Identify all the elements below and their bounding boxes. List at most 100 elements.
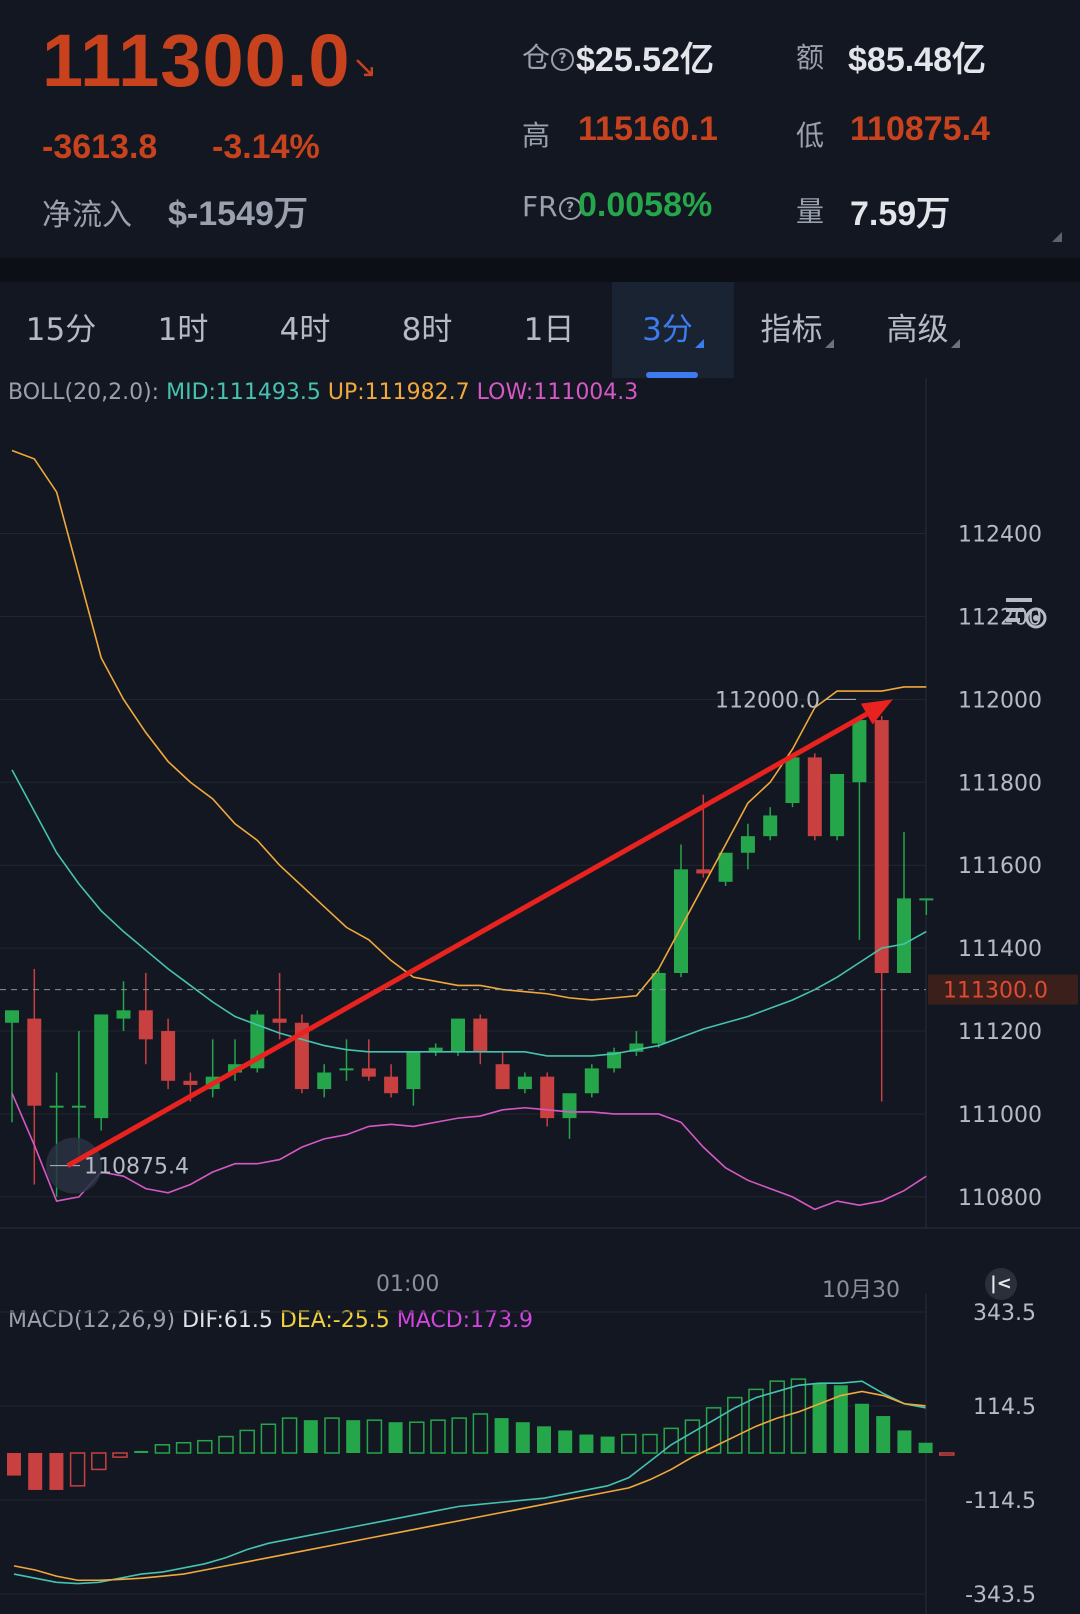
macd-axis-label: 114.5	[973, 1395, 1036, 1420]
macd-histogram-bar	[769, 1380, 785, 1454]
ticker-header: 111300.0 ↘ -3613.8 -3.14% 净流入 $-1549万 仓?…	[0, 0, 1080, 258]
macd-histogram-bar	[833, 1385, 848, 1453]
expand-corner-icon[interactable]	[1052, 232, 1062, 242]
macd-histogram-bar	[579, 1434, 594, 1453]
candle-body	[94, 1014, 109, 1119]
net-inflow-value: $-1549万	[168, 195, 308, 233]
candlestick-chart[interactable]: 112400 112200 112000 111800 111600 111400 1112…	[0, 378, 1080, 1268]
candle-body	[718, 852, 733, 882]
candle-body	[27, 1018, 42, 1106]
macd-histogram-bar	[346, 1420, 361, 1453]
price-down-arrow-icon: ↘	[352, 50, 378, 85]
open-interest-value: $25.52亿	[576, 41, 714, 79]
boll-up-line	[11, 449, 927, 1001]
tab-4h[interactable]: 4时	[279, 312, 331, 348]
macd-histogram-bar	[515, 1422, 530, 1453]
help-icon[interactable]: ?	[551, 48, 575, 71]
macd-histogram-bar	[197, 1439, 213, 1454]
dropdown-triangle-icon	[950, 339, 960, 348]
candle-body	[897, 898, 911, 973]
candle-body	[428, 1047, 443, 1052]
low-marker-label: 110875.4	[84, 1155, 189, 1180]
candle-body	[874, 720, 889, 973]
candle-body	[361, 1068, 376, 1077]
macd-histogram-bar	[705, 1407, 722, 1454]
tab-3m[interactable]: 3分	[612, 282, 734, 378]
macd-histogram-bar	[91, 1452, 107, 1471]
macd-histogram-bar	[69, 1452, 86, 1487]
macd-histogram-bar	[7, 1453, 21, 1476]
price-axis-label: 112400	[958, 522, 1042, 547]
macd-axis-label: -114.5	[965, 1489, 1036, 1514]
candle-body	[852, 720, 867, 783]
macd-axis-label: 343.5	[973, 1301, 1036, 1326]
macd-histogram-bar	[303, 1420, 318, 1453]
candle-body	[696, 869, 711, 874]
macd-histogram-bar	[49, 1453, 64, 1490]
tab-1h[interactable]: 1时	[157, 312, 209, 348]
macd-dif-line	[13, 1380, 926, 1585]
low-value: 110875.4	[850, 110, 990, 148]
active-tab-indicator	[646, 372, 698, 378]
funding-rate-label[interactable]: FR?	[522, 190, 582, 223]
funding-rate-value: 0.0058%	[578, 186, 713, 224]
chart-settings-icon[interactable]	[1004, 590, 1052, 638]
turnover-value: $85.48亿	[848, 41, 986, 79]
price-axis-label: 111800	[958, 771, 1042, 796]
macd-histogram-bar	[388, 1422, 403, 1453]
macd-histogram-bar	[918, 1442, 933, 1453]
open-interest-label[interactable]: 仓?	[522, 36, 575, 76]
macd-histogram-bar	[154, 1444, 171, 1454]
candle-body	[495, 1064, 510, 1090]
low-label: 低	[796, 119, 825, 152]
macd-histogram-bar	[855, 1403, 869, 1453]
macd-histogram-bar	[537, 1426, 551, 1453]
boll-mid-line	[11, 769, 927, 1057]
candle-body	[607, 1051, 622, 1069]
macd-histogram-bar	[748, 1388, 764, 1454]
candle-body	[763, 815, 778, 837]
tab-indicators[interactable]: 指标	[734, 282, 860, 378]
candle-body	[562, 1093, 577, 1119]
macd-histogram-bar	[558, 1430, 573, 1453]
macd-chart[interactable]: 343.5 114.5 -114.5 -343.5	[0, 1294, 1080, 1614]
boll-legend[interactable]: BOLL(20,2.0): MID:111493.5 UP:111982.7 L…	[8, 380, 638, 405]
macd-histogram-bar	[281, 1417, 298, 1454]
candle-body	[116, 1010, 131, 1019]
price-axis-label: 112200	[958, 605, 1042, 630]
price-axis-label: 111600	[958, 854, 1042, 879]
scroll-to-latest-button[interactable]: |<	[985, 1268, 1017, 1300]
macd-histogram-bar	[939, 1452, 955, 1456]
macd-histogram-bar	[366, 1419, 383, 1454]
turnover-label: 额	[796, 41, 825, 74]
interval-tabs: 15分 1时 4时 8时 1日 3分 指标 高级	[0, 282, 1080, 629]
candle-body	[161, 1031, 176, 1081]
macd-histogram-bar	[260, 1423, 277, 1454]
macd-histogram-bar	[430, 1419, 446, 1454]
candle-body	[651, 973, 666, 1044]
candle-body	[5, 1010, 19, 1023]
divider	[0, 258, 1080, 282]
price-axis-label: 111400	[958, 937, 1042, 962]
macd-histogram-bar	[324, 1417, 340, 1454]
macd-histogram-bar	[409, 1421, 425, 1454]
boll-legend-up: UP:111982.7	[327, 380, 470, 405]
tab-8h[interactable]: 8时	[401, 312, 453, 348]
candle-body	[406, 1051, 421, 1090]
macd-histogram-bar	[642, 1433, 658, 1454]
net-inflow-label: 净流入	[42, 198, 132, 233]
macd-histogram-bar	[600, 1436, 615, 1453]
boll-low-line	[11, 1092, 927, 1211]
boll-legend-mid: MID:111493.5	[166, 380, 321, 405]
candle-body	[183, 1080, 198, 1085]
macd-histogram-bar	[218, 1435, 234, 1454]
current-price-label: 111300.0	[943, 979, 1048, 1004]
macd-axis-label: -343.5	[965, 1583, 1036, 1608]
tab-advanced[interactable]: 高级	[860, 282, 986, 378]
high-label: 高	[522, 119, 551, 152]
price-axis-label: 111000	[958, 1103, 1042, 1128]
candle-body	[451, 1018, 465, 1052]
help-icon[interactable]: ?	[558, 197, 582, 220]
tab-1d[interactable]: 1日	[523, 312, 575, 348]
tab-15m[interactable]: 15分	[25, 312, 97, 348]
